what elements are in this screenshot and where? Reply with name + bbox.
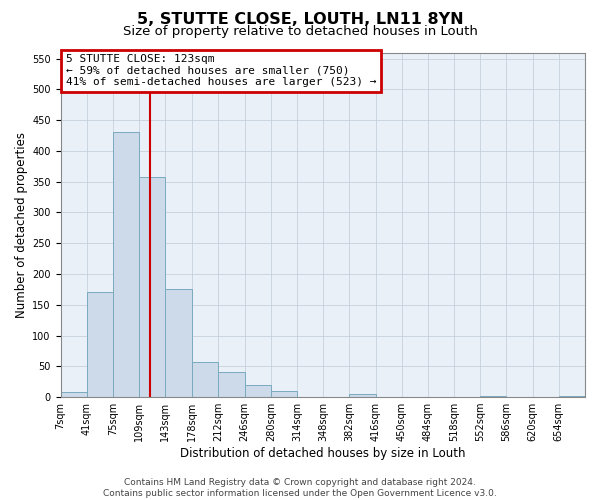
Bar: [559, 396, 585, 397]
Bar: [113, 132, 139, 397]
Bar: [61, 392, 86, 397]
Bar: [480, 396, 506, 397]
Text: Size of property relative to detached houses in Louth: Size of property relative to detached ho…: [122, 25, 478, 38]
Bar: [245, 385, 271, 397]
Text: 5 STUTTE CLOSE: 123sqm
← 59% of detached houses are smaller (750)
41% of semi-de: 5 STUTTE CLOSE: 123sqm ← 59% of detached…: [66, 54, 376, 88]
Bar: [192, 362, 218, 397]
Bar: [139, 178, 165, 397]
Text: 5, STUTTE CLOSE, LOUTH, LN11 8YN: 5, STUTTE CLOSE, LOUTH, LN11 8YN: [137, 12, 463, 26]
Bar: [86, 292, 113, 397]
Text: Contains HM Land Registry data © Crown copyright and database right 2024.
Contai: Contains HM Land Registry data © Crown c…: [103, 478, 497, 498]
X-axis label: Distribution of detached houses by size in Louth: Distribution of detached houses by size …: [180, 447, 466, 460]
Bar: [271, 391, 297, 397]
Y-axis label: Number of detached properties: Number of detached properties: [15, 132, 28, 318]
Bar: [218, 372, 245, 397]
Bar: [349, 394, 376, 397]
Bar: [165, 290, 192, 397]
